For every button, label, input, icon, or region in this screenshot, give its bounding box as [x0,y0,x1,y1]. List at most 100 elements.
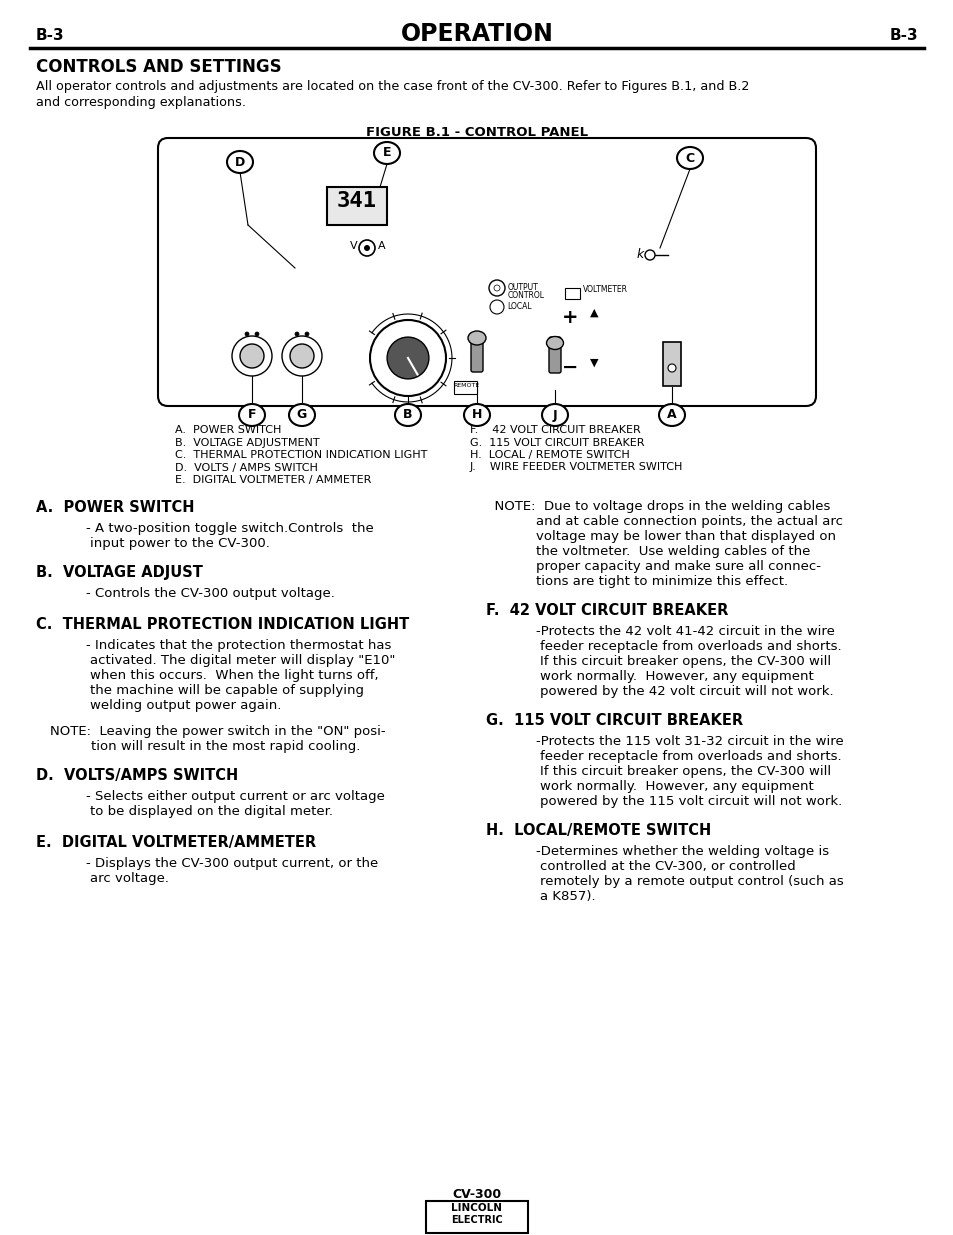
Ellipse shape [541,404,567,426]
Text: J: J [552,409,557,421]
Text: FIGURE B.1 - CONTROL PANEL: FIGURE B.1 - CONTROL PANEL [366,126,587,140]
Text: -Protects the 42 volt 41-42 circuit in the wire: -Protects the 42 volt 41-42 circuit in t… [536,625,834,638]
Circle shape [358,240,375,256]
Circle shape [494,285,499,291]
Text: B-3: B-3 [888,28,917,43]
Text: - Displays the CV-300 output current, or the: - Displays the CV-300 output current, or… [86,857,377,869]
Text: −: − [561,358,578,377]
Text: J.    WIRE FEEDER VOLTMETER SWITCH: J. WIRE FEEDER VOLTMETER SWITCH [470,462,682,473]
Ellipse shape [677,147,702,169]
Text: and corresponding explanations.: and corresponding explanations. [36,96,246,109]
Ellipse shape [468,331,485,345]
Text: powered by the 42 volt circuit will not work.: powered by the 42 volt circuit will not … [539,685,833,698]
Text: B.  VOLTAGE ADJUSTMENT: B. VOLTAGE ADJUSTMENT [174,437,319,447]
Text: B-3: B-3 [36,28,65,43]
Text: H.  LOCAL/REMOTE SWITCH: H. LOCAL/REMOTE SWITCH [485,823,711,839]
Circle shape [644,249,655,261]
FancyBboxPatch shape [565,288,579,299]
Circle shape [490,300,503,314]
Text: ▲: ▲ [589,308,598,317]
Text: A.  POWER SWITCH: A. POWER SWITCH [174,425,281,435]
Ellipse shape [239,404,265,426]
Circle shape [370,320,446,396]
Circle shape [232,336,272,375]
Text: to be displayed on the digital meter.: to be displayed on the digital meter. [90,805,333,818]
Text: D.  VOLTS / AMPS SWITCH: D. VOLTS / AMPS SWITCH [174,462,317,473]
Circle shape [387,337,429,379]
FancyBboxPatch shape [454,380,477,394]
Text: CONTROL: CONTROL [507,291,544,300]
Text: feeder receptacle from overloads and shorts.: feeder receptacle from overloads and sho… [539,640,841,653]
Text: tions are tight to minimize this effect.: tions are tight to minimize this effect. [536,576,787,588]
FancyBboxPatch shape [426,1200,527,1233]
Text: NOTE:  Due to voltage drops in the welding cables: NOTE: Due to voltage drops in the weldin… [485,500,829,513]
Text: LOCAL: LOCAL [506,303,531,311]
FancyBboxPatch shape [471,333,482,372]
Text: E.  DIGITAL VOLTMETER/AMMETER: E. DIGITAL VOLTMETER/AMMETER [36,835,315,850]
Circle shape [364,245,370,251]
Ellipse shape [374,142,399,164]
Text: H.  LOCAL / REMOTE SWITCH: H. LOCAL / REMOTE SWITCH [470,450,629,459]
Text: -Determines whether the welding voltage is: -Determines whether the welding voltage … [536,845,828,858]
Ellipse shape [546,336,563,350]
Text: OUTPUT: OUTPUT [507,283,538,291]
Text: LINCOLN: LINCOLN [451,1203,502,1213]
Circle shape [290,345,314,368]
Text: CONTROLS AND SETTINGS: CONTROLS AND SETTINGS [36,58,281,77]
Text: C.  THERMAL PROTECTION INDICATION LIGHT: C. THERMAL PROTECTION INDICATION LIGHT [36,618,409,632]
Text: k: k [636,248,643,261]
Text: CV-300: CV-300 [452,1188,501,1200]
Text: All operator controls and adjustments are located on the case front of the CV-30: All operator controls and adjustments ar… [36,80,749,93]
Text: activated. The digital meter will display "E10": activated. The digital meter will displa… [90,655,395,667]
Text: work normally.  However, any equipment: work normally. However, any equipment [539,781,813,793]
Text: D.  VOLTS/AMPS SWITCH: D. VOLTS/AMPS SWITCH [36,768,238,783]
Text: - Controls the CV-300 output voltage.: - Controls the CV-300 output voltage. [86,587,335,600]
Text: proper capacity and make sure all connec-: proper capacity and make sure all connec… [536,559,821,573]
Circle shape [245,332,249,336]
Text: - Selects either output current or arc voltage: - Selects either output current or arc v… [86,790,384,803]
Text: and at cable connection points, the actual arc: and at cable connection points, the actu… [536,515,842,529]
Text: E: E [382,147,391,159]
Text: work normally.  However, any equipment: work normally. However, any equipment [539,671,813,683]
Text: A: A [377,241,385,251]
Text: controlled at the CV-300, or controlled: controlled at the CV-300, or controlled [539,860,795,873]
Text: G.  115 VOLT CIRCUIT BREAKER: G. 115 VOLT CIRCUIT BREAKER [485,713,742,727]
Text: -Protects the 115 volt 31-32 circuit in the wire: -Protects the 115 volt 31-32 circuit in … [536,735,842,748]
Text: A.  POWER SWITCH: A. POWER SWITCH [36,500,194,515]
Text: a K857).: a K857). [539,890,595,903]
Text: +: + [561,308,578,327]
Text: the machine will be capable of supplying: the machine will be capable of supplying [90,684,364,697]
Text: feeder receptacle from overloads and shorts.: feeder receptacle from overloads and sho… [539,750,841,763]
Text: welding output power again.: welding output power again. [90,699,281,713]
Circle shape [254,332,258,336]
FancyBboxPatch shape [158,138,815,406]
Text: REMOTE: REMOTE [454,383,479,388]
Text: A: A [666,409,676,421]
Text: remotely by a remote output control (such as: remotely by a remote output control (suc… [539,876,842,888]
Text: arc voltage.: arc voltage. [90,872,169,885]
Text: OPERATION: OPERATION [400,22,553,46]
Ellipse shape [289,404,314,426]
Text: B: B [403,409,413,421]
Text: tion will result in the most rapid cooling.: tion will result in the most rapid cooli… [91,740,360,753]
Text: C.  THERMAL PROTECTION INDICATION LIGHT: C. THERMAL PROTECTION INDICATION LIGHT [174,450,427,459]
Text: - Indicates that the protection thermostat has: - Indicates that the protection thermost… [86,638,391,652]
Text: ▼: ▼ [589,358,598,368]
Circle shape [240,345,264,368]
Text: when this occurs.  When the light turns off,: when this occurs. When the light turns o… [90,669,378,682]
FancyBboxPatch shape [662,342,680,387]
Text: C: C [684,152,694,164]
Text: input power to the CV-300.: input power to the CV-300. [90,537,270,550]
Ellipse shape [395,404,420,426]
Ellipse shape [659,404,684,426]
Text: F.    42 VOLT CIRCUIT BREAKER: F. 42 VOLT CIRCUIT BREAKER [470,425,640,435]
Text: - A two-position toggle switch.Controls  the: - A two-position toggle switch.Controls … [86,522,374,535]
Circle shape [667,364,676,372]
Text: the voltmeter.  Use welding cables of the: the voltmeter. Use welding cables of the [536,545,809,558]
Text: powered by the 115 volt circuit will not work.: powered by the 115 volt circuit will not… [539,795,841,808]
Text: G.  115 VOLT CIRCUIT BREAKER: G. 115 VOLT CIRCUIT BREAKER [470,437,644,447]
Text: VOLTMETER: VOLTMETER [582,285,627,294]
Text: ELECTRIC: ELECTRIC [451,1215,502,1225]
Ellipse shape [463,404,490,426]
Circle shape [489,280,504,296]
